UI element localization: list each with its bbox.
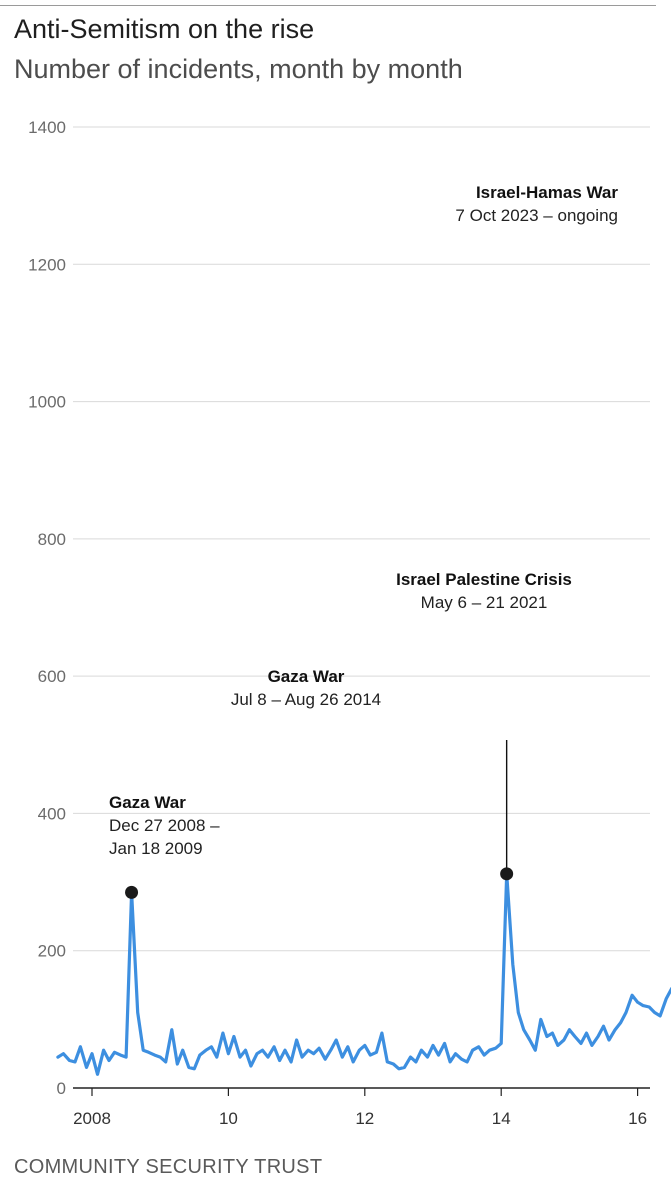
annotation-title-2: Israel Palestine Crisis	[396, 570, 572, 589]
y-tick-label-600: 600	[38, 667, 66, 686]
y-tick-label-800: 800	[38, 530, 66, 549]
annotation-marker-1	[500, 867, 514, 881]
x-tick-label-14: 14	[492, 1109, 511, 1128]
annotation-text-3-0: 7 Oct 2023 – ongoing	[455, 206, 618, 225]
annotation-text-0-0: Dec 27 2008 –	[109, 816, 220, 835]
x-tick-label-16: 16	[628, 1109, 647, 1128]
y-tick-label-1200: 1200	[28, 255, 66, 274]
y-tick-label-0: 0	[57, 1079, 66, 1098]
chart-subtitle: Number of incidents, month by month	[14, 54, 463, 84]
y-tick-label-1000: 1000	[28, 393, 66, 412]
annotation-title-3: Israel-Hamas War	[476, 183, 618, 202]
y-tick-label-1400: 1400	[28, 118, 66, 137]
chart-title: Anti-Semitism on the rise	[14, 14, 315, 44]
annotation-text-1-0: Jul 8 – Aug 26 2014	[231, 690, 381, 709]
y-tick-label-400: 400	[38, 804, 66, 823]
annotation-marker-0	[125, 885, 139, 899]
x-tick-label-2008: 2008	[73, 1109, 111, 1128]
source-label: COMMUNITY SECURITY TRUST	[14, 1156, 323, 1178]
annotation-title-1: Gaza War	[268, 667, 345, 686]
x-tick-label-12: 12	[355, 1109, 374, 1128]
y-tick-label-200: 200	[38, 942, 66, 961]
annotation-text-0-1: Jan 18 2009	[109, 839, 203, 858]
series-line-0	[56, 872, 671, 1076]
annotation-text-2-0: May 6 – 21 2021	[421, 593, 548, 612]
annotation-title-0: Gaza War	[109, 793, 186, 812]
x-tick-label-10: 10	[219, 1109, 238, 1128]
top-rule	[0, 5, 656, 6]
